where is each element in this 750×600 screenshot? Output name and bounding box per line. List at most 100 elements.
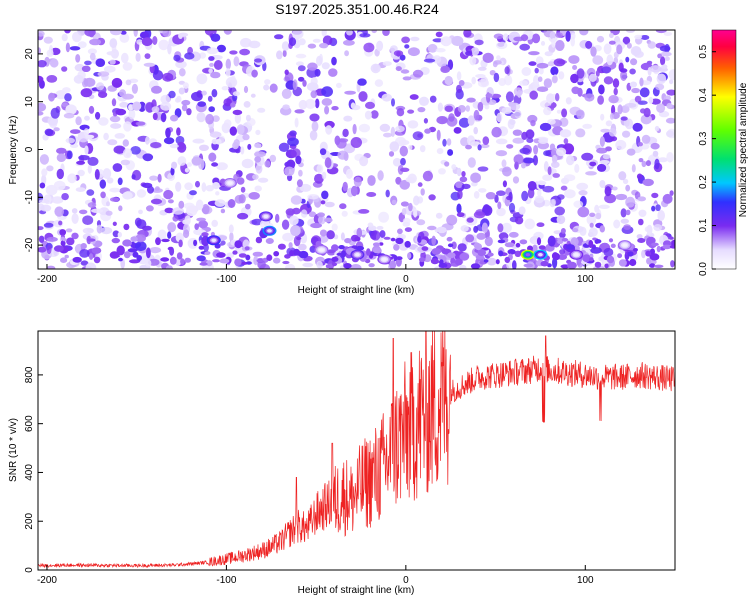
spectrogram-cell xyxy=(225,58,231,70)
spectrogram-cell xyxy=(656,103,666,113)
spectrogram-cell xyxy=(298,38,306,46)
spectrogram-cell xyxy=(560,228,566,234)
spectrogram-cell xyxy=(219,258,230,264)
spectrogram-cell xyxy=(352,123,357,135)
spectrogram-cell xyxy=(634,34,643,40)
spectrogram-cell xyxy=(344,238,352,244)
spectrogram-cell xyxy=(58,220,63,226)
spectrogram-cell xyxy=(207,95,213,102)
spectrogram-cell xyxy=(65,228,73,233)
spectrogram-cell xyxy=(321,171,327,180)
spectrogram-cell xyxy=(551,75,558,84)
spectrogram-cell xyxy=(493,72,500,83)
spectrogram-cell xyxy=(131,174,136,180)
spectrogram-cell xyxy=(284,166,295,177)
spectrogram-cell xyxy=(181,99,191,106)
spectrogram-cell xyxy=(94,169,100,180)
spectrogram-cell xyxy=(230,102,236,108)
spectrogram-cell xyxy=(457,243,467,252)
spectrogram-cell xyxy=(342,128,349,138)
spectrogram-peak-ring xyxy=(622,243,628,247)
spectrogram-cell xyxy=(119,101,129,108)
spectrogram-cell xyxy=(365,101,375,109)
spectrogram-cell xyxy=(215,138,222,145)
spectrogram-peak xyxy=(377,254,392,265)
spectrogram-peak-ring xyxy=(525,253,531,257)
spectrogram-cell xyxy=(117,231,123,238)
spectrogram-cell xyxy=(133,30,138,37)
spectrogram-cell xyxy=(282,260,290,265)
spectrogram-cell xyxy=(72,31,82,43)
spectrogram-cell xyxy=(547,166,552,176)
spectrogram-cell xyxy=(381,93,392,102)
spectrogram-cell xyxy=(544,51,553,57)
spectrogram-cell xyxy=(75,116,82,126)
spectrogram-cell xyxy=(447,149,454,156)
spectrogram-cell xyxy=(336,252,343,256)
spectrogram-cell xyxy=(409,94,419,100)
spectrogram-cell xyxy=(631,164,636,173)
spectrogram-cell xyxy=(645,250,652,257)
spectrogram-cell xyxy=(243,101,251,108)
spectrogram-cell xyxy=(506,144,514,149)
spectrogram-cell xyxy=(538,67,544,75)
spectrogram-cell xyxy=(69,46,81,51)
spectrogram-cell xyxy=(447,243,454,248)
spectrogram-peak xyxy=(533,249,548,260)
spectrogram-cell xyxy=(578,190,588,196)
spectrogram-cell xyxy=(39,154,50,165)
spectrogram-cell xyxy=(382,61,392,66)
spectrogram-cell xyxy=(626,42,632,49)
spectrogram-cell xyxy=(350,185,358,197)
spectrogram-cell xyxy=(652,150,659,157)
spectrogram-cell xyxy=(223,119,232,128)
spectrogram-cell xyxy=(400,167,410,172)
spectrogram-cell xyxy=(321,98,333,106)
spectrogram-cell xyxy=(473,242,480,249)
spectrogram-cell xyxy=(65,104,77,115)
spectrogram-cell xyxy=(477,66,487,71)
spectrogram-cell xyxy=(43,222,54,228)
spectrogram-cell xyxy=(558,71,565,80)
spectrogram-cell xyxy=(71,213,79,225)
spectrogram-cell xyxy=(461,183,471,190)
spectrogram-cell xyxy=(461,171,466,177)
spectrogram-cell xyxy=(294,109,305,114)
spectrogram-cell xyxy=(391,199,397,205)
spectrogram-cell xyxy=(215,191,220,196)
spectrogram-peak xyxy=(223,178,237,188)
spectrogram-cell xyxy=(624,103,637,108)
spectrogram-cell xyxy=(644,226,652,233)
spectrogram-cell xyxy=(160,112,167,123)
spectrogram-cell xyxy=(298,243,307,251)
spectrogram-cell xyxy=(175,60,187,69)
spectrogram-cell xyxy=(331,106,339,111)
spectrogram-cell xyxy=(383,236,391,240)
spectrogram-cell xyxy=(477,249,487,257)
spectrogram-cell xyxy=(556,147,567,157)
spectrogram-cell xyxy=(60,240,66,247)
spectrogram-cell xyxy=(202,265,208,269)
spectrogram-cell xyxy=(589,257,594,262)
spectrogram-cell xyxy=(273,257,281,264)
spectrogram-x-tick-label: -100 xyxy=(216,274,236,285)
spectrogram-cell xyxy=(600,113,605,121)
spectrogram-cell xyxy=(466,97,476,103)
spectrogram-blobs xyxy=(38,30,675,269)
spectrogram-cell xyxy=(211,219,218,227)
spectrogram-cell xyxy=(576,68,585,79)
spectrogram-cell xyxy=(521,67,532,76)
spectrogram-cell xyxy=(543,106,552,116)
spectrogram-cell xyxy=(71,232,79,240)
spectrogram-cell xyxy=(239,48,251,56)
spectrogram-cell xyxy=(417,235,422,243)
spectrogram-cell xyxy=(38,30,45,37)
spectrogram-cell xyxy=(407,109,415,114)
spectrogram-cell xyxy=(669,79,674,85)
spectrogram-cell xyxy=(199,144,209,151)
spectrogram-cell xyxy=(135,234,147,243)
spectrogram-cell xyxy=(316,55,323,66)
spectrogram-cell xyxy=(602,242,609,247)
spectrogram-cell xyxy=(565,30,571,42)
spectrogram-cell xyxy=(184,52,195,60)
